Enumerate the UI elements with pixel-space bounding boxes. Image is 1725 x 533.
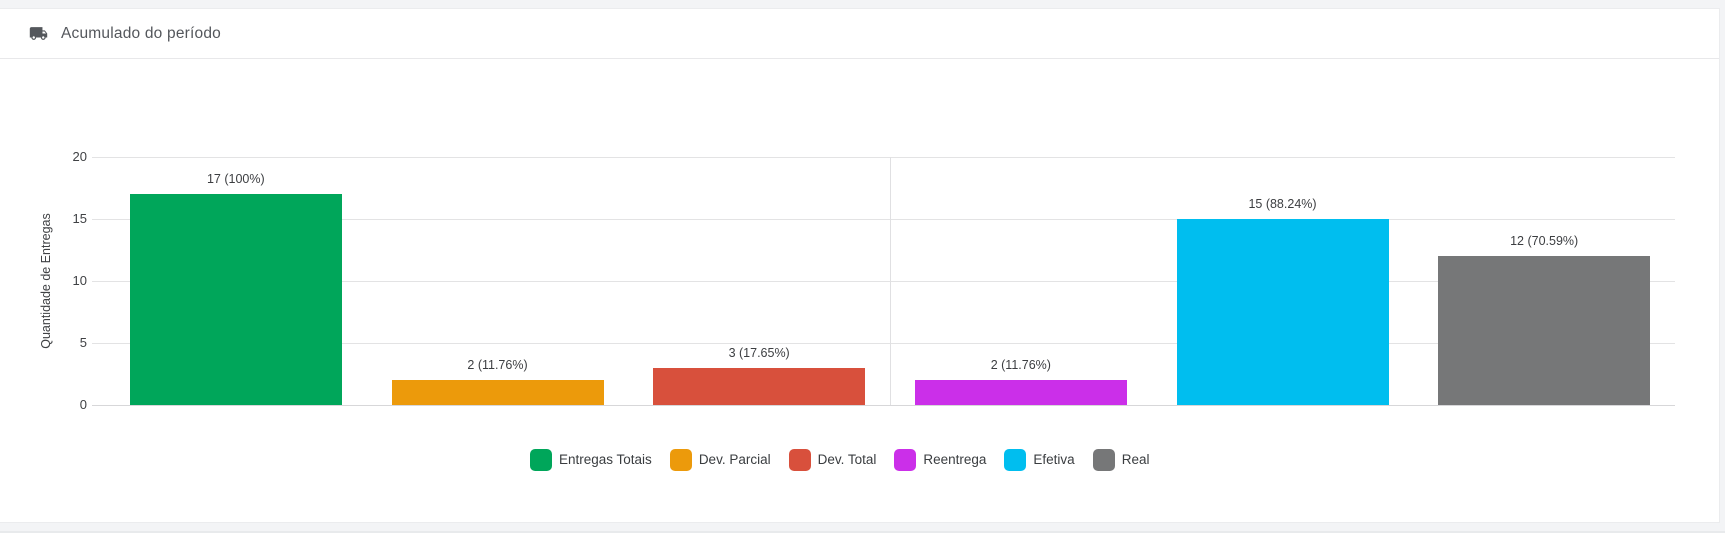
gridline [92,343,1675,344]
card-header: Acumulado do período [0,9,1719,59]
legend-item-dev-total: Dev. Total [788,449,877,471]
legend-swatch [1092,449,1115,471]
legend-swatch [788,449,811,471]
page-bottom-edge [0,531,1725,533]
bar-value-label: 15 (88.24%) [1248,197,1317,211]
legend-item-entregas-totais: Entregas Totais [530,449,652,471]
bar-real[interactable] [1438,256,1651,405]
bar-dev-total[interactable] [653,367,866,405]
legend-swatch [530,449,552,471]
chart-legend: Entregas Totais Dev. Parcial Dev. Total Ree… [530,449,1149,471]
legend-label: Dev. Parcial [698,452,771,467]
gridline [92,219,1675,220]
legend-label: Dev. Total [817,452,877,467]
legend-item-real: Real [1092,449,1150,471]
legend-label: Reentrega [923,452,987,467]
y-tick-label: 0 [79,397,87,412]
vertical-gridline [890,157,891,405]
bar-value-label: 3 (17.65%) [728,345,790,360]
legend-label: Entregas Totais [559,452,652,467]
bar-value-label: 17 (100%) [206,172,265,187]
bar-dev-parcial[interactable] [391,380,604,405]
y-tick-label: 15 [72,211,87,226]
legend-swatch [894,449,917,471]
y-tick-label: 10 [72,273,87,288]
bar-value-label: 2 (11.76%) [990,358,1051,373]
bar-efetiva[interactable] [1176,219,1389,405]
bar-value-label: 12 (70.59%) [1510,234,1579,249]
legend-label: Real [1121,452,1150,467]
bar-reentrega[interactable] [914,380,1127,405]
legend-label: Efetiva [1033,452,1075,467]
legend-swatch [669,449,692,471]
legend-item-reentrega: Reentrega [894,449,986,471]
truck-icon [29,24,48,43]
y-tick-label: 5 [79,335,87,350]
legend-item-efetiva: Efetiva [1004,449,1075,471]
bar-value-label: 2 (11.76%) [467,358,528,373]
gridline [92,281,1675,282]
bar-entregas-totais[interactable] [129,194,342,405]
gridline [92,157,1675,158]
legend-item-dev-parcial: Dev. Parcial [669,449,771,471]
x-axis-baseline [92,405,1675,406]
page-title: Acumulado do período [61,24,221,42]
y-tick-label: 20 [72,149,87,164]
legend-swatch [1004,449,1027,471]
